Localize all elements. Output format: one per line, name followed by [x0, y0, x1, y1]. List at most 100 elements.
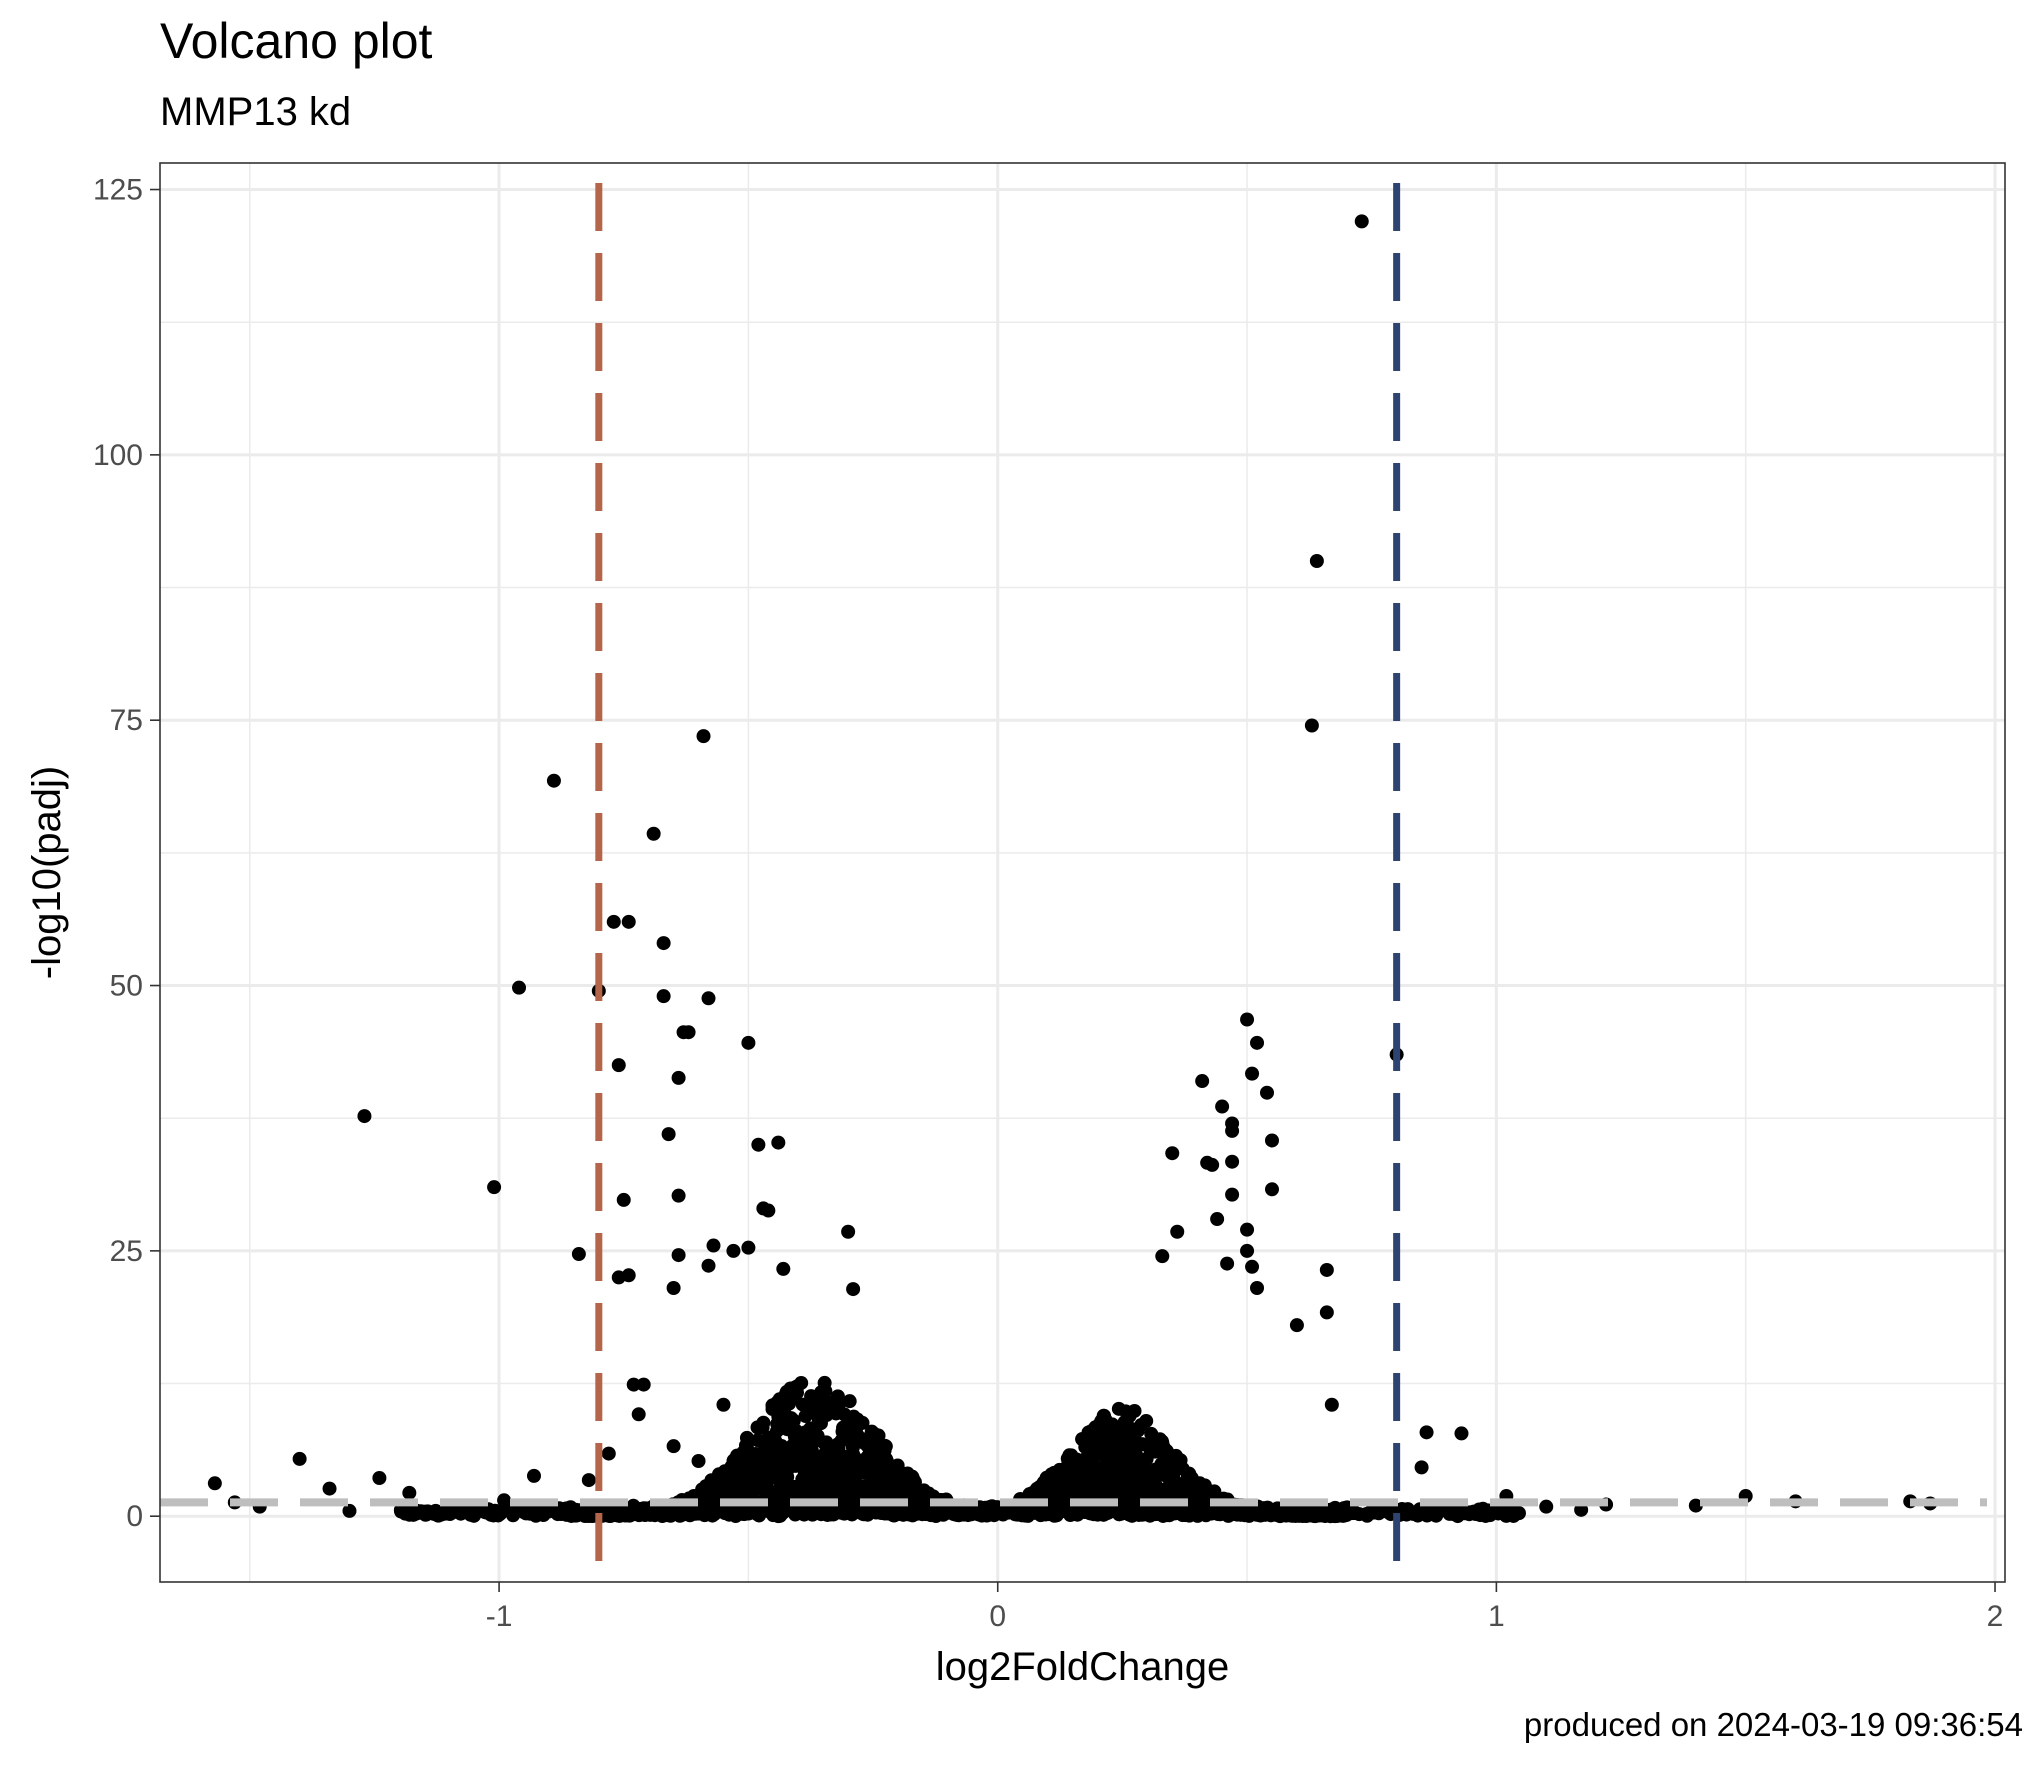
data-point	[691, 1454, 706, 1469]
data-point	[1289, 1318, 1304, 1333]
data-point	[1250, 1035, 1265, 1050]
data-point	[1688, 1498, 1703, 1513]
data-point	[701, 1258, 716, 1273]
data-point	[817, 1436, 832, 1451]
data-point	[490, 1504, 505, 1519]
data-point	[487, 1180, 502, 1195]
x-axis: -1 0 1 2	[486, 1582, 2003, 1633]
data-point	[1419, 1425, 1434, 1440]
data-point	[791, 1482, 806, 1497]
data-point	[666, 1281, 681, 1296]
data-point	[842, 1394, 857, 1409]
data-point	[651, 1506, 666, 1521]
data-point	[818, 1384, 833, 1399]
data-point	[796, 1428, 811, 1443]
y-tick-label: 25	[110, 1235, 143, 1268]
data-point	[837, 1407, 852, 1422]
data-point	[748, 1447, 763, 1462]
data-point	[624, 1503, 639, 1518]
data-point	[765, 1503, 780, 1518]
minor-gridlines	[160, 163, 2005, 1582]
data-point	[771, 1135, 786, 1150]
data-point	[1363, 1505, 1378, 1520]
data-point	[1114, 1477, 1129, 1492]
data-point	[1454, 1426, 1469, 1441]
data-point	[616, 1192, 631, 1207]
data-point	[1245, 1066, 1260, 1081]
data-point	[477, 1504, 492, 1519]
data-point	[1319, 1305, 1334, 1320]
data-point	[601, 1446, 616, 1461]
data-point	[207, 1476, 222, 1491]
data-point	[856, 1507, 871, 1522]
threshold-lines	[160, 183, 1987, 1582]
data-point	[1225, 1504, 1240, 1519]
data-point	[1225, 1187, 1240, 1202]
data-point	[1130, 1423, 1145, 1438]
data-point	[1114, 1435, 1129, 1450]
data-point	[776, 1261, 791, 1276]
data-point	[573, 1503, 588, 1518]
data-point	[1240, 1222, 1255, 1237]
data-point	[765, 1402, 780, 1417]
data-point	[1336, 1501, 1351, 1516]
data-point	[869, 1505, 884, 1520]
data-point	[696, 729, 711, 744]
data-point	[755, 1475, 770, 1490]
data-point	[606, 914, 621, 929]
data-point	[827, 1457, 842, 1472]
data-point	[781, 1396, 796, 1411]
y-tick-label: 125	[93, 174, 143, 207]
y-tick-label: 75	[110, 704, 143, 737]
data-point	[739, 1430, 754, 1445]
data-point	[1080, 1504, 1095, 1519]
data-point	[779, 1384, 794, 1399]
x-tick-label: 0	[989, 1600, 1006, 1633]
data-point	[1210, 1212, 1225, 1227]
data-point	[982, 1502, 997, 1517]
data-point	[751, 1137, 766, 1152]
plot-panel	[160, 163, 2005, 1582]
data-point	[1240, 1243, 1255, 1258]
data-point	[1245, 1259, 1260, 1274]
data-point	[788, 1458, 803, 1473]
data-point	[402, 1485, 417, 1500]
data-point	[1152, 1432, 1167, 1447]
produced-on-caption: produced on 2024-03-19 09:36:54	[1523, 1706, 2023, 1743]
data-point	[747, 1505, 762, 1520]
x-tick-label: -1	[486, 1600, 513, 1633]
data-point	[1309, 553, 1324, 568]
data-point	[681, 1025, 696, 1040]
data-point	[1171, 1457, 1186, 1472]
data-point	[666, 1439, 681, 1454]
chart-title: Volcano plot	[160, 13, 433, 69]
data-point	[1075, 1432, 1090, 1447]
data-point	[841, 1224, 856, 1239]
data-point	[789, 1440, 804, 1455]
data-point	[820, 1404, 835, 1419]
data-point	[1414, 1460, 1429, 1475]
data-point	[726, 1243, 741, 1258]
data-point	[1159, 1450, 1174, 1465]
y-axis-title: -log10(padj)	[25, 766, 69, 979]
y-tick-label: 100	[93, 439, 143, 472]
data-point	[1128, 1480, 1143, 1495]
plot-panel-border	[159, 162, 2006, 1583]
data-point	[1304, 718, 1319, 733]
data-point	[1195, 1074, 1210, 1089]
data-point	[626, 1377, 641, 1392]
y-tick-label: 0	[126, 1500, 143, 1533]
data-point	[1539, 1499, 1554, 1514]
data-point	[621, 914, 636, 929]
data-point	[1474, 1507, 1489, 1522]
data-point	[1455, 1503, 1470, 1518]
data-point	[671, 1070, 686, 1085]
x-axis-title: log2FoldChange	[936, 1645, 1230, 1689]
data-point	[795, 1397, 810, 1412]
data-point	[546, 773, 561, 788]
x-tick-label: 1	[1488, 1600, 1505, 1633]
data-point	[790, 1379, 805, 1394]
data-point	[1069, 1464, 1084, 1479]
y-axis: 0 25 50 75 100 125	[93, 174, 160, 1533]
data-point	[357, 1109, 372, 1124]
